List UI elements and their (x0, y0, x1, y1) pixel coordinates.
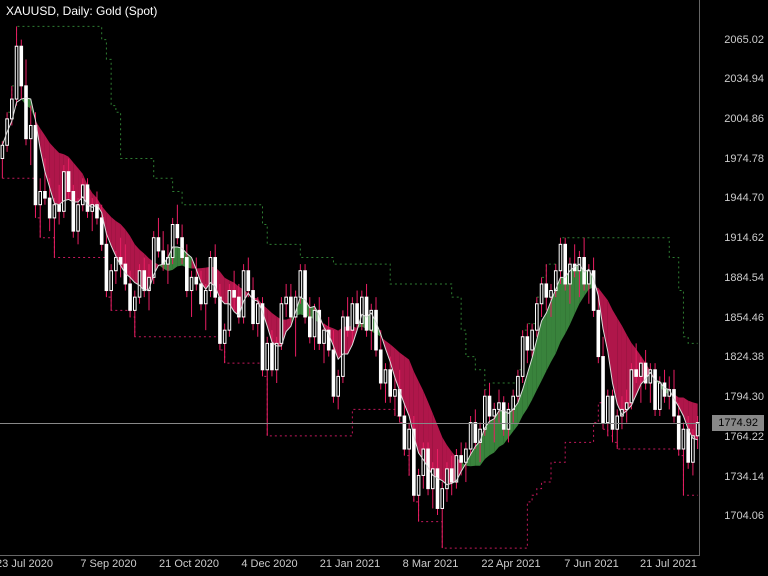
x-axis-tick: 22 Apr 2021 (481, 558, 540, 570)
y-axis-tick: 1794.30 (724, 391, 764, 403)
x-axis: 23 Jul 2020 7 Sep 2020 21 Oct 2020 4 Dec 20… (0, 556, 700, 576)
y-axis-tick: 1884.54 (724, 272, 764, 284)
chart-title: XAUUSD, Daily: Gold (Spot) (6, 4, 157, 18)
y-axis-tick: 1764.22 (724, 431, 764, 443)
x-axis-tick: 21 Oct 2020 (159, 558, 219, 570)
chart-container: XAUUSD, Daily: Gold (Spot) 2065.02 2034.9… (0, 0, 768, 576)
y-axis-tick: 1854.46 (724, 312, 764, 324)
x-axis-tick: 7 Jun 2021 (564, 558, 618, 570)
y-axis-tick: 1914.62 (724, 232, 764, 244)
chart-canvas[interactable] (0, 0, 700, 556)
candles-layer (1, 26, 699, 548)
x-axis-tick: 23 Jul 2020 (0, 558, 53, 570)
y-axis-tick: 2065.02 (724, 34, 764, 46)
y-axis-tick: 1734.14 (724, 471, 764, 483)
x-axis-tick: 8 Mar 2021 (403, 558, 459, 570)
y-axis-tick: 1944.70 (724, 192, 764, 204)
x-axis-tick: 7 Sep 2020 (80, 558, 136, 570)
y-axis-tick: 1824.38 (724, 351, 764, 363)
y-axis-tick: 2034.94 (724, 73, 764, 85)
x-axis-tick: 21 Jul 2021 (640, 558, 697, 570)
current-price-badge: 1774.92 (712, 415, 764, 431)
y-axis: 2065.02 2034.94 2004.86 1974.78 1944.70 1914.… (700, 0, 768, 556)
x-axis-tick: 4 Dec 2020 (241, 558, 297, 570)
x-axis-tick: 21 Jan 2021 (320, 558, 381, 570)
plot-area[interactable] (0, 0, 700, 556)
y-axis-tick: 1974.78 (724, 153, 764, 165)
y-axis-tick: 1704.06 (724, 510, 764, 522)
y-axis-tick: 2004.86 (724, 113, 764, 125)
current-price-line (0, 423, 700, 424)
